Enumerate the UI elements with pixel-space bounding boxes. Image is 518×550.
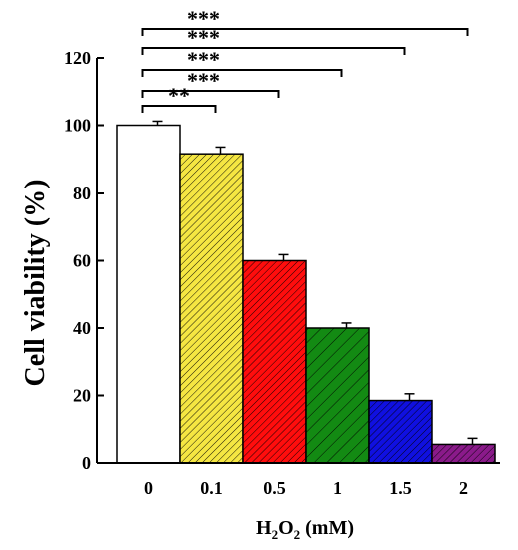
bar-hatch-1 <box>306 328 369 463</box>
y-tick-label: 60 <box>73 251 91 271</box>
bar-hatch-0.5 <box>243 260 306 463</box>
significance-label: ** <box>168 83 190 108</box>
significance-label: *** <box>187 6 220 31</box>
significance-bracket <box>141 69 343 77</box>
x-tick-label: 2 <box>459 478 468 498</box>
x-axis-label-sub1: 2 <box>272 527 279 542</box>
x-tick-label: 0.1 <box>200 478 223 498</box>
x-axis-label-unit: (mM) <box>300 517 354 539</box>
significance-bracket <box>141 47 406 55</box>
y-tick-label: 120 <box>64 48 91 68</box>
x-axis-label-o: O <box>278 517 294 539</box>
significance-label: *** <box>187 68 220 93</box>
y-tick-label: 40 <box>73 318 91 338</box>
significance-brackets: ************** <box>141 6 469 113</box>
y-tick-label: 100 <box>64 116 91 136</box>
bar-0 <box>117 125 180 463</box>
significance-bracket <box>141 105 217 113</box>
bar-hatch-1.5 <box>369 400 432 463</box>
y-ticks: 0 20 40 60 80 100 120 <box>64 48 104 473</box>
x-axis-label: H2O2 (mM) <box>256 517 354 542</box>
y-tick-label: 20 <box>73 386 91 406</box>
x-tick-label: 1.5 <box>389 478 412 498</box>
x-axis-label-h: H <box>256 517 272 539</box>
bar-hatch-0.1 <box>180 154 243 463</box>
y-axis-label: Cell viability (%) <box>20 180 51 387</box>
significance-bracket <box>141 90 280 98</box>
bars-layer <box>116 124 496 464</box>
y-tick-label: 0 <box>82 453 91 473</box>
x-ticks: 0 0.1 0.5 1 1.5 2 <box>144 478 468 498</box>
significance-label: *** <box>187 47 220 72</box>
bar-hatch-2 <box>432 444 495 463</box>
error-bars-layer <box>152 120 478 445</box>
x-tick-label: 1 <box>333 478 342 498</box>
y-tick-label: 80 <box>73 183 91 203</box>
significance-bracket <box>141 28 469 36</box>
x-tick-label: 0.5 <box>263 478 286 498</box>
x-tick-label: 0 <box>144 478 153 498</box>
x-axis-label-sub2: 2 <box>294 527 301 542</box>
